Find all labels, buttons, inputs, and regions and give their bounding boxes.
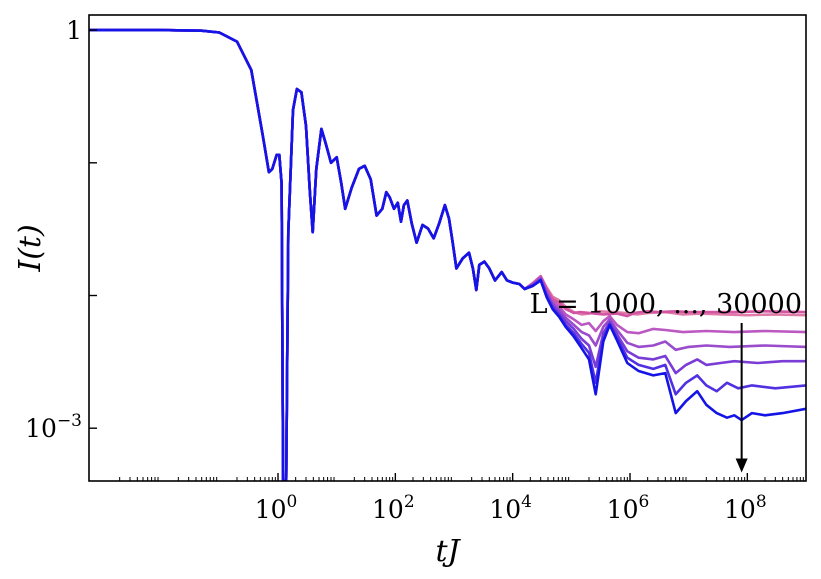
x-tick-label-0: 100 xyxy=(255,492,298,524)
series-layer xyxy=(89,28,806,481)
x-axis-label: tJ xyxy=(435,534,461,569)
x-tick-label-1: 102 xyxy=(372,492,415,524)
series-line-7 xyxy=(89,28,806,481)
plot-frame xyxy=(88,14,807,482)
y-axis-label: I(t) xyxy=(13,224,48,272)
series-line-3 xyxy=(89,28,806,481)
annotation: L = 1000, ..., 30000 xyxy=(530,289,802,473)
x-tick-label-2: 104 xyxy=(489,492,532,524)
series-line-4 xyxy=(89,28,806,481)
annotation-arrow-head xyxy=(735,458,748,473)
y-tick-label-0: 1 xyxy=(66,16,82,45)
series-line-1 xyxy=(89,28,806,481)
axis-ticks: 100 102 104 106 108 1 10−3 xyxy=(25,16,804,524)
series-line-5 xyxy=(89,28,806,481)
annotation-label: L = 1000, ..., 30000 xyxy=(530,289,802,320)
x-tick-label-3: 106 xyxy=(607,492,650,524)
series-line-2 xyxy=(89,28,806,481)
y-tick-label-3: 10−3 xyxy=(25,411,82,443)
series-line-6 xyxy=(89,28,806,481)
x-tick-label-4: 108 xyxy=(724,492,767,524)
